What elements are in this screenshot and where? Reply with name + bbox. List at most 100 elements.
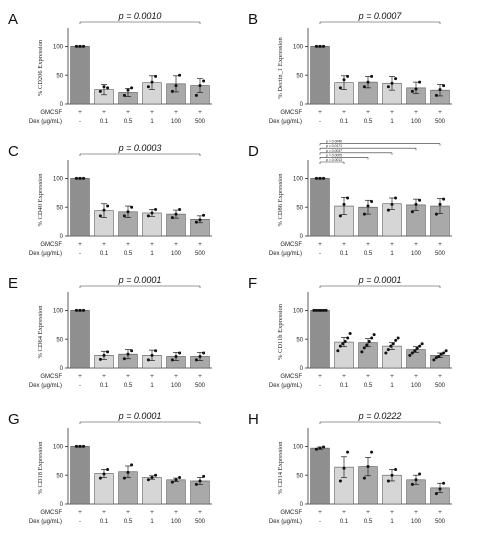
gmcsf-sign: +: [174, 510, 178, 516]
gmcsf-sign: +: [174, 242, 178, 248]
bar: [310, 46, 330, 105]
row-label-gmcsf: GMCSF: [280, 242, 302, 248]
data-point: [322, 44, 326, 48]
data-point: [146, 358, 150, 362]
data-point: [342, 466, 346, 470]
data-point: [106, 467, 110, 471]
row-label-gmcsf: GMCSF: [280, 110, 302, 116]
gmcsf-sign: +: [390, 242, 394, 248]
data-point: [202, 351, 206, 355]
data-point: [102, 208, 106, 212]
data-point: [106, 86, 110, 90]
data-point: [98, 476, 102, 480]
x-tick-label: -: [79, 383, 81, 389]
y-tick-label: 0: [60, 502, 64, 508]
data-point: [394, 467, 398, 471]
y-tick-label: 100: [293, 45, 304, 51]
data-point: [170, 89, 174, 93]
data-point: [319, 308, 323, 312]
data-point: [178, 208, 182, 212]
x-tick-label: -: [319, 251, 321, 257]
data-point: [439, 352, 443, 356]
data-point: [336, 349, 340, 353]
chart-panel-d: D% CD86 Expression 0 50 100 p = 0.0013 p = 0.…: [244, 140, 472, 274]
data-point: [438, 487, 442, 491]
data-point: [146, 478, 150, 482]
data-point: [390, 202, 394, 206]
chart-panel-c: C % CD40 Expression 0 50 100 p = 0.0003 GMCSF D…: [4, 140, 232, 274]
y-tick-label: 50: [56, 473, 63, 479]
gmcsf-sign: +: [318, 510, 322, 516]
y-tick-label: 100: [53, 309, 64, 315]
panel-letter: D: [248, 143, 259, 160]
x-tick-label: 0.1: [340, 119, 349, 125]
data-point: [126, 88, 130, 92]
row-label-gmcsf: GMCSF: [280, 510, 302, 516]
p-value-label: p = 0.0013: [325, 158, 342, 162]
row-label-gmcsf: GMCSF: [40, 510, 62, 516]
gmcsf-sign: +: [342, 510, 346, 516]
y-tick-label: 0: [300, 502, 304, 508]
bar: [70, 178, 90, 237]
y-tick-label: 0: [300, 102, 304, 108]
data-point: [370, 336, 374, 340]
x-tick-label: -: [319, 519, 321, 525]
chart-svg: A % CD206 Expression 0 50 100 p = 0.0010 GMCSF…: [8, 11, 212, 125]
data-point: [415, 346, 419, 350]
data-point: [346, 450, 350, 454]
gmcsf-sign: +: [126, 374, 130, 380]
y-tick-label: 100: [53, 45, 64, 51]
x-tick-label: 500: [195, 519, 206, 525]
y-tick-label: 0: [300, 234, 304, 240]
y-tick-label: 100: [53, 445, 64, 451]
data-point: [154, 473, 158, 477]
x-tick-label: 1: [150, 519, 154, 525]
data-point: [391, 342, 395, 346]
data-point: [360, 350, 364, 354]
data-point: [82, 444, 86, 448]
gmcsf-sign: +: [150, 110, 154, 116]
data-point: [198, 84, 202, 88]
data-point: [78, 308, 82, 312]
data-point: [386, 85, 390, 89]
chart-svg: F % CD11b Expression 0 50 100 p = 0.0001 GMCSF…: [248, 275, 452, 389]
data-point: [122, 93, 126, 97]
data-point: [314, 447, 318, 451]
data-point: [362, 85, 366, 89]
y-axis-label: % CD40 Expression: [37, 173, 44, 227]
p-value-label: p = 0.0007: [358, 11, 403, 21]
x-tick-label: -: [79, 251, 81, 257]
data-point: [126, 352, 130, 356]
chart-svg: B % Dectin_1 Expression 0 50 100 p = 0.0007 GM…: [248, 11, 452, 125]
chart-panel-f: F % CD11b Expression 0 50 100 p = 0.0001 GMCSF…: [244, 272, 472, 406]
data-point: [198, 218, 202, 222]
data-point: [438, 202, 442, 206]
gmcsf-sign: +: [78, 110, 82, 116]
y-tick-label: 0: [300, 366, 304, 372]
gmcsf-sign: +: [414, 510, 418, 516]
data-point: [338, 479, 342, 483]
x-tick-label: 1: [390, 383, 394, 389]
data-point: [410, 482, 414, 486]
data-point: [396, 336, 400, 340]
gmcsf-sign: +: [150, 242, 154, 248]
p-value-label: p = 0.0222: [358, 411, 402, 421]
data-point: [414, 478, 418, 482]
data-point: [442, 481, 446, 485]
gmcsf-sign: +: [438, 110, 442, 116]
gmcsf-sign: +: [78, 374, 82, 380]
row-label-dex: Dex (μg/mL): [269, 119, 302, 125]
gmcsf-sign: +: [150, 510, 154, 516]
gmcsf-sign: +: [390, 110, 394, 116]
data-point: [384, 351, 388, 355]
x-tick-label: 100: [171, 383, 182, 389]
data-point: [414, 87, 418, 91]
gmcsf-sign: +: [318, 110, 322, 116]
panel-letter: F: [248, 275, 257, 292]
gmcsf-sign: +: [126, 242, 130, 248]
data-point: [150, 80, 154, 84]
y-axis-label: % Dectin_1 Expression: [277, 37, 284, 99]
panel-letter: B: [248, 11, 258, 28]
x-tick-label: 0.5: [124, 119, 133, 125]
x-tick-label: 100: [171, 119, 182, 125]
